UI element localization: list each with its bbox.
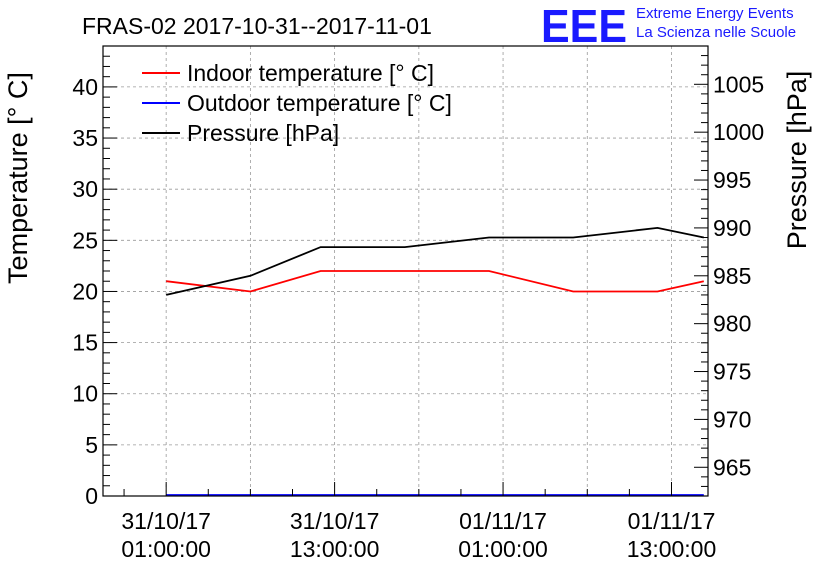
left-axis: 0 5 10 15 20 25 30 35 40 (72, 45, 117, 509)
x-tick-label-time: 01:00:00 (458, 536, 548, 562)
chart-title: FRAS-02 2017-10-31--2017-11-01 (82, 13, 432, 39)
y-axis-label-left: Temperature [° C] (3, 72, 33, 284)
right-tick-label: 1005 (713, 71, 764, 97)
right-tick-label: 985 (713, 263, 751, 289)
logo-line2: La Scienza nelle Scuole (636, 24, 796, 41)
left-tick-label: 30 (72, 176, 98, 202)
logo-mark: EEE (541, 0, 627, 52)
eee-logo: EEE Extreme Energy Events La Scienza nel… (541, 0, 796, 52)
left-tick-label: 5 (85, 432, 98, 458)
right-axis: 965 970 975 980 985 990 995 1000 1005 (694, 45, 764, 497)
left-tick-label: 0 (85, 483, 98, 509)
right-tick-label: 975 (713, 359, 751, 385)
x-tick-label-date: 01/11/17 (628, 508, 716, 534)
right-tick-label: 1000 (713, 119, 764, 145)
y-axis-label-right: Pressure [hPa] (782, 71, 812, 250)
x-tick-label-time: 01:00:00 (121, 536, 211, 562)
right-tick-label: 980 (713, 311, 751, 337)
right-tick-label: 995 (713, 167, 751, 193)
right-tick-label: 970 (713, 406, 751, 432)
x-tick-label-date: 01/11/17 (459, 508, 547, 534)
legend-label: Outdoor temperature [° C] (187, 90, 452, 116)
right-tick-label: 965 (713, 454, 751, 480)
x-tick-label-date: 31/10/17 (121, 508, 211, 534)
x-tick-label-time: 13:00:00 (290, 536, 380, 562)
x-tick-label-date: 31/10/17 (290, 508, 380, 534)
series-line-0 (166, 270, 704, 293)
left-tick-label: 20 (72, 278, 98, 304)
grid (103, 46, 708, 496)
left-tick-label: 10 (72, 381, 98, 407)
x-axis: 31/10/1701:00:0031/10/1713:00:0001/11/17… (121, 482, 716, 562)
logo-line1: Extreme Energy Events (636, 5, 794, 22)
legend-label: Indoor temperature [° C] (187, 60, 434, 86)
left-tick-label: 35 (72, 125, 98, 151)
series-group (166, 226, 704, 496)
left-tick-label: 25 (72, 227, 98, 253)
series-line-2 (166, 226, 704, 296)
left-tick-label: 40 (72, 74, 98, 100)
right-tick-label: 990 (713, 215, 751, 241)
legend-label: Pressure [hPa] (187, 120, 339, 146)
left-tick-label: 15 (72, 330, 98, 356)
x-tick-label-time: 13:00:00 (627, 536, 717, 562)
legend: Indoor temperature [° C] Outdoor temperat… (142, 60, 452, 146)
